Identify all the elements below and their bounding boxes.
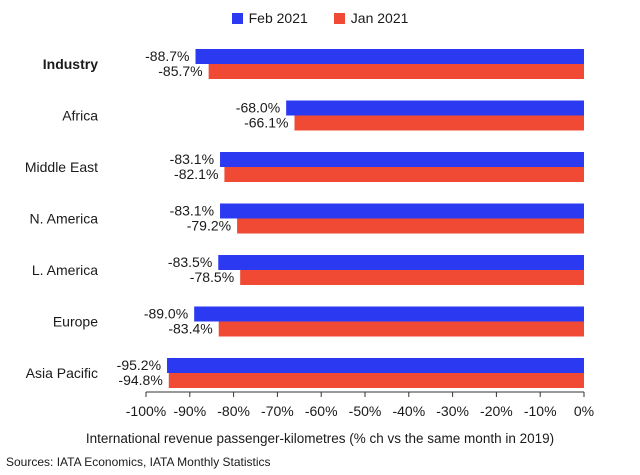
x-tick-label: -100% <box>126 403 166 419</box>
category-label-middle-east: Middle East <box>25 159 98 175</box>
data-label-feb-2021-industry: -88.7% <box>145 48 189 64</box>
data-label-feb-2021-europe: -89.0% <box>144 306 188 322</box>
legend-label-jan-2021: Jan 2021 <box>350 10 409 26</box>
category-label-europe: Europe <box>53 314 98 330</box>
bar-jan-2021-europe <box>218 321 584 337</box>
legend-swatch-jan-2021 <box>333 12 345 24</box>
legend-item-jan-2021: Jan 2021 <box>333 10 409 26</box>
data-label-jan-2021-europe: -83.4% <box>168 321 212 337</box>
data-label-feb-2021-l-america: -83.5% <box>168 254 212 270</box>
bar-feb-2021-middle-east <box>220 152 584 167</box>
x-tick-label: -70% <box>261 403 294 419</box>
x-tick-label: -80% <box>217 403 250 419</box>
data-label-jan-2021-africa: -66.1% <box>244 115 288 131</box>
legend-swatch-feb-2021 <box>231 12 243 24</box>
x-tick-label: -40% <box>392 403 425 419</box>
bar-jan-2021-l-america <box>240 270 585 285</box>
x-tick-label: -50% <box>349 403 382 419</box>
data-label-jan-2021-l-america: -78.5% <box>190 269 234 285</box>
x-tick-label: 0% <box>574 403 594 419</box>
bar-feb-2021-europe <box>194 306 584 322</box>
legend-label-feb-2021: Feb 2021 <box>248 10 308 26</box>
bar-jan-2021-africa <box>294 115 584 131</box>
data-label-jan-2021-n-america: -79.2% <box>187 218 231 234</box>
category-label-asia-pacific: Asia Pacific <box>26 365 98 381</box>
legend-item-feb-2021: Feb 2021 <box>231 10 308 26</box>
data-label-jan-2021-middle-east: -82.1% <box>174 166 218 182</box>
data-label-feb-2021-middle-east: -83.1% <box>170 151 214 167</box>
x-tick-label: -30% <box>436 403 469 419</box>
category-label-l-america: L. America <box>32 262 98 278</box>
bar-feb-2021-africa <box>286 100 584 116</box>
chart-legend: Feb 2021 Jan 2021 <box>0 10 640 26</box>
bar-jan-2021-n-america <box>237 218 584 234</box>
bar-feb-2021-asia-pacific <box>167 358 585 373</box>
x-tick-label: -20% <box>480 403 513 419</box>
bar-jan-2021-industry <box>208 64 584 79</box>
data-label-feb-2021-n-america: -83.1% <box>170 203 214 219</box>
data-label-feb-2021-asia-pacific: -95.2% <box>117 357 161 373</box>
category-label-n-america: N. America <box>30 211 99 227</box>
x-tick-label: -60% <box>305 403 338 419</box>
bar-jan-2021-asia-pacific <box>168 373 584 388</box>
bar-feb-2021-n-america <box>220 203 584 219</box>
data-label-jan-2021-asia-pacific: -94.8% <box>118 372 162 388</box>
data-label-jan-2021-industry: -85.7% <box>158 63 202 79</box>
bar-feb-2021-l-america <box>218 255 584 270</box>
data-label-feb-2021-africa: -68.0% <box>236 100 280 116</box>
x-axis-title: International revenue passenger-kilometr… <box>85 431 555 446</box>
x-tick-label: -90% <box>173 403 206 419</box>
bar-feb-2021-industry <box>195 49 584 64</box>
bar-jan-2021-middle-east <box>224 167 585 182</box>
source-note: Sources: IATA Economics, IATA Monthly St… <box>6 455 271 469</box>
category-label-africa: Africa <box>62 108 98 124</box>
category-label-industry: Industry <box>43 56 98 72</box>
x-tick-label: -10% <box>524 403 557 419</box>
